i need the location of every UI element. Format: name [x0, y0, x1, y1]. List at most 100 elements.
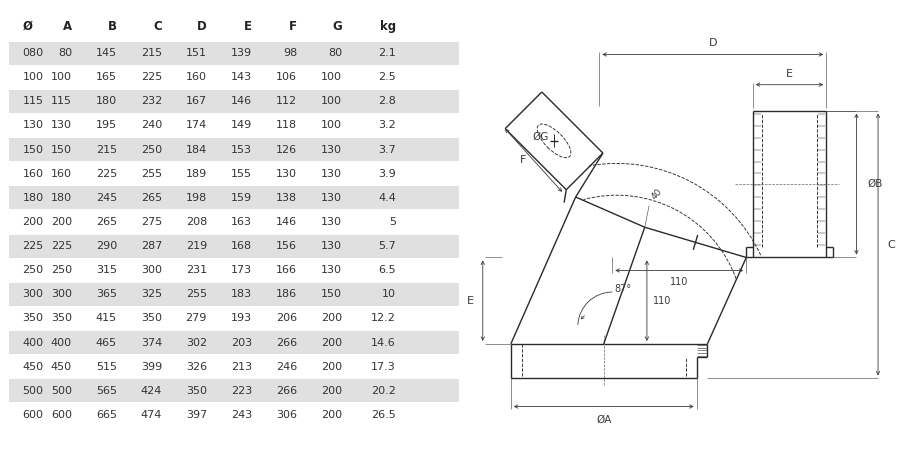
Text: 198: 198: [185, 193, 207, 203]
Text: 115: 115: [51, 96, 72, 106]
Text: 115: 115: [22, 96, 43, 106]
Text: E: E: [786, 69, 793, 79]
Text: 17.3: 17.3: [371, 362, 396, 372]
Text: 130: 130: [321, 217, 342, 227]
Text: 208: 208: [185, 217, 207, 227]
Text: 12.2: 12.2: [371, 314, 396, 324]
Text: 146: 146: [231, 96, 252, 106]
FancyBboxPatch shape: [9, 41, 459, 65]
Text: ØB: ØB: [868, 179, 883, 189]
Text: 350: 350: [51, 314, 72, 324]
Text: 300: 300: [141, 265, 162, 275]
Text: 246: 246: [275, 362, 297, 372]
Text: 130: 130: [321, 241, 342, 251]
Text: 10: 10: [382, 289, 396, 299]
Text: 255: 255: [186, 289, 207, 299]
FancyBboxPatch shape: [9, 379, 459, 402]
Text: 87°: 87°: [615, 284, 632, 293]
FancyBboxPatch shape: [9, 234, 459, 258]
Text: 465: 465: [96, 338, 117, 347]
Text: 306: 306: [276, 410, 297, 420]
FancyBboxPatch shape: [9, 138, 459, 161]
Text: 145: 145: [96, 48, 117, 58]
Text: 160: 160: [51, 169, 72, 179]
Text: 215: 215: [96, 144, 117, 155]
Text: 250: 250: [51, 265, 72, 275]
Text: 200: 200: [22, 217, 43, 227]
Text: 200: 200: [321, 410, 342, 420]
FancyBboxPatch shape: [9, 283, 459, 306]
Text: 600: 600: [22, 410, 43, 420]
Text: C: C: [887, 239, 896, 250]
Text: 265: 265: [96, 217, 117, 227]
Text: 173: 173: [231, 265, 252, 275]
Text: 150: 150: [51, 144, 72, 155]
Text: 138: 138: [276, 193, 297, 203]
Text: 150: 150: [22, 144, 43, 155]
Text: 180: 180: [22, 193, 43, 203]
Text: 302: 302: [186, 338, 207, 347]
Text: 167: 167: [186, 96, 207, 106]
Text: 174: 174: [185, 121, 207, 130]
Text: 200: 200: [321, 386, 342, 396]
Text: 232: 232: [140, 96, 162, 106]
Text: ØA: ØA: [596, 415, 611, 425]
Text: E: E: [244, 20, 252, 33]
Text: 080: 080: [22, 48, 43, 58]
Text: 130: 130: [321, 265, 342, 275]
Text: 151: 151: [186, 48, 207, 58]
Text: 193: 193: [231, 314, 252, 324]
Text: 215: 215: [141, 48, 162, 58]
Text: 150: 150: [321, 289, 342, 299]
Text: 213: 213: [231, 362, 252, 372]
Text: 200: 200: [321, 314, 342, 324]
Text: 110: 110: [670, 277, 688, 287]
Text: 163: 163: [231, 217, 252, 227]
Text: 325: 325: [141, 289, 162, 299]
Text: 397: 397: [185, 410, 207, 420]
Text: 255: 255: [141, 169, 162, 179]
Text: 515: 515: [96, 362, 117, 372]
Text: 40: 40: [650, 187, 664, 201]
Text: 290: 290: [95, 241, 117, 251]
Text: 225: 225: [95, 169, 117, 179]
Text: F: F: [519, 155, 526, 165]
Text: 5.7: 5.7: [378, 241, 396, 251]
Text: 126: 126: [276, 144, 297, 155]
Text: 350: 350: [186, 386, 207, 396]
Text: 130: 130: [321, 193, 342, 203]
Text: 155: 155: [231, 169, 252, 179]
Text: 315: 315: [96, 265, 117, 275]
Text: 665: 665: [96, 410, 117, 420]
Text: 80: 80: [328, 48, 342, 58]
Text: B: B: [108, 20, 117, 33]
Text: 100: 100: [321, 96, 342, 106]
Text: 180: 180: [51, 193, 72, 203]
Text: G: G: [332, 20, 342, 33]
Text: 100: 100: [51, 72, 72, 82]
Text: 130: 130: [276, 169, 297, 179]
Text: 26.5: 26.5: [371, 410, 396, 420]
Text: 565: 565: [96, 386, 117, 396]
Text: D: D: [708, 38, 717, 48]
Text: 130: 130: [321, 169, 342, 179]
Text: 225: 225: [22, 241, 44, 251]
Text: 130: 130: [321, 144, 342, 155]
Text: 98: 98: [283, 48, 297, 58]
Text: 160: 160: [186, 72, 207, 82]
Text: D: D: [197, 20, 207, 33]
Text: 266: 266: [276, 338, 297, 347]
Text: 219: 219: [185, 241, 207, 251]
Text: 500: 500: [22, 386, 43, 396]
Text: 350: 350: [22, 314, 43, 324]
Text: 166: 166: [276, 265, 297, 275]
Text: 400: 400: [51, 338, 72, 347]
Text: 200: 200: [51, 217, 72, 227]
Text: 130: 130: [22, 121, 43, 130]
Text: 231: 231: [186, 265, 207, 275]
Text: 183: 183: [231, 289, 252, 299]
Text: 424: 424: [140, 386, 162, 396]
Text: 5: 5: [389, 217, 396, 227]
Text: E: E: [467, 296, 474, 306]
Text: Ø: Ø: [22, 20, 32, 33]
